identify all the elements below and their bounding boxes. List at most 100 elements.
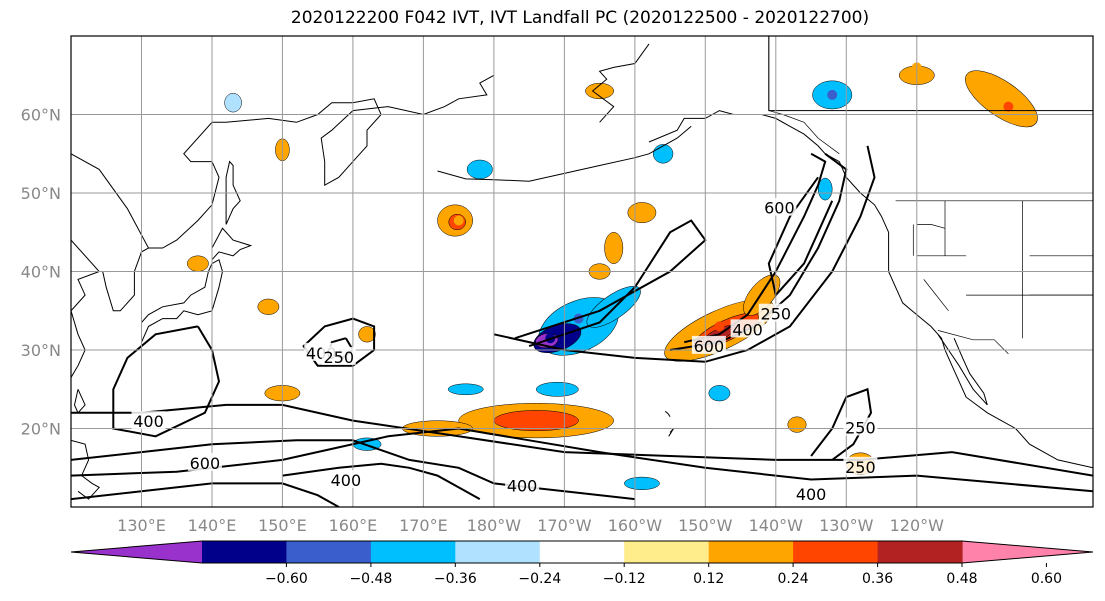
pc-region (535, 381, 579, 397)
ivt-contour (514, 219, 707, 348)
ivt-contour (282, 462, 481, 500)
contour-label: 250 (761, 305, 792, 324)
longitude-labels: 130°E 140°E 150°E 160°E 170°E 180°W 170°W 160°W… (117, 516, 944, 535)
longitude-label: 140°W (749, 516, 804, 535)
longitude-label: 180°W (467, 516, 522, 535)
contour-label: 400 (732, 320, 763, 339)
pc-region (466, 159, 493, 180)
pc-region (817, 177, 833, 201)
contour-label-bg (762, 197, 797, 216)
coastline (71, 439, 100, 500)
latitude-labels: 60°N 50°N 40°N 30°N 20°N (21, 106, 61, 439)
colorbar-box (708, 541, 794, 563)
contour-label: 250 (845, 419, 876, 438)
border-line (768, 110, 840, 155)
contour-label-bg (758, 303, 793, 322)
contour-label: 400 (796, 485, 827, 504)
contour-label: 400 (133, 412, 164, 431)
colorbar-box (202, 541, 287, 563)
contour-label-bg (328, 470, 363, 489)
colorbar-tick-label: −0.12 (603, 571, 646, 587)
colorbar-box (455, 541, 541, 563)
ivt-contour (112, 325, 221, 438)
coastline (668, 428, 675, 437)
border-line (916, 224, 946, 229)
map-frame (70, 35, 1094, 508)
contour-label: 600 (694, 337, 725, 356)
contour-label: 400 (331, 471, 362, 490)
pc-region (224, 93, 242, 113)
colorbar-tick-label: 0.12 (693, 571, 724, 587)
longitude-label: 150°E (258, 516, 307, 535)
colorbar-tick-label: 0.24 (778, 571, 809, 587)
pc-region (604, 232, 624, 264)
colorbar-tick-label: 0.36 (862, 571, 893, 587)
colorbar-extend-low (71, 541, 202, 563)
pc-feature-point (636, 211, 647, 222)
longitude-label: 170°E (399, 516, 448, 535)
chart-title: 2020122200 F042 IVT, IVT Landfall PC (20… (290, 8, 870, 28)
pc-region (257, 298, 280, 315)
contour-label-bg (321, 346, 356, 365)
contour-label: 250 (845, 458, 876, 477)
contour-label-bg (187, 452, 222, 471)
pc-feature-point (1003, 101, 1014, 112)
contour-label-bg (843, 417, 878, 436)
colorbar-box (877, 541, 963, 563)
contour-label: 400 (507, 477, 538, 496)
contour-label-bg (794, 484, 829, 503)
pc-feature-point (453, 215, 464, 226)
colorbar-tick-label: 0.60 (1031, 571, 1062, 587)
coastline (211, 227, 253, 261)
pc-region (624, 476, 660, 490)
contour-label: 600 (190, 454, 221, 473)
pc-region (187, 255, 209, 272)
longitude-label: 170°W (537, 516, 592, 535)
pc-feature-point (827, 89, 838, 100)
border-line (937, 330, 1009, 355)
colorbar-tick-label: −0.36 (434, 571, 477, 587)
coastline (141, 258, 224, 343)
border-line (923, 279, 949, 312)
pc-region (965, 70, 1038, 128)
contour-label-bg (691, 335, 726, 354)
pc-feature-point (714, 321, 725, 332)
coastline (148, 74, 495, 249)
colorbar-box (793, 541, 879, 563)
contour-label-bg (843, 456, 878, 475)
contour-label-bg (131, 411, 166, 430)
contour-label-bg (730, 319, 765, 338)
colorbar: −0.60 −0.48 −0.36 −0.24 −0.12 0.12 0.24 0.36 0.4… (70, 540, 1094, 587)
latitude-label: 20°N (21, 420, 61, 439)
pc-feature-point (531, 415, 542, 426)
latitude-label: 50°N (21, 184, 61, 203)
colorbar-box (370, 541, 456, 563)
coastline (937, 334, 988, 406)
longitude-label: 160°W (608, 516, 663, 535)
colorbar-tick-label: −0.48 (349, 571, 392, 587)
ivt-contour (493, 145, 876, 363)
colorbar-box (539, 541, 625, 563)
longitude-label: 150°W (678, 516, 733, 535)
pc-region (447, 383, 484, 396)
ivt-contour (683, 152, 827, 344)
contour-label-bg (505, 475, 540, 494)
pc-region (652, 144, 674, 164)
longitude-label: 140°E (188, 516, 237, 535)
longitude-label: 120°W (890, 516, 945, 535)
latitude-label: 60°N (21, 106, 61, 125)
colorbar-tick-label: 0.48 (946, 571, 977, 587)
pc-region (358, 326, 376, 343)
colorbar-tick-label: −0.60 (265, 571, 308, 587)
pc-region (787, 416, 807, 433)
latitude-label: 40°N (21, 263, 61, 282)
coastline (437, 125, 692, 182)
colorbar-extend-high (962, 541, 1093, 563)
ivt-contour (302, 317, 376, 367)
coastline (591, 43, 650, 123)
gridlines (71, 36, 1093, 507)
contour-label: 250 (324, 348, 355, 367)
longitude-label: 160°E (329, 516, 378, 535)
